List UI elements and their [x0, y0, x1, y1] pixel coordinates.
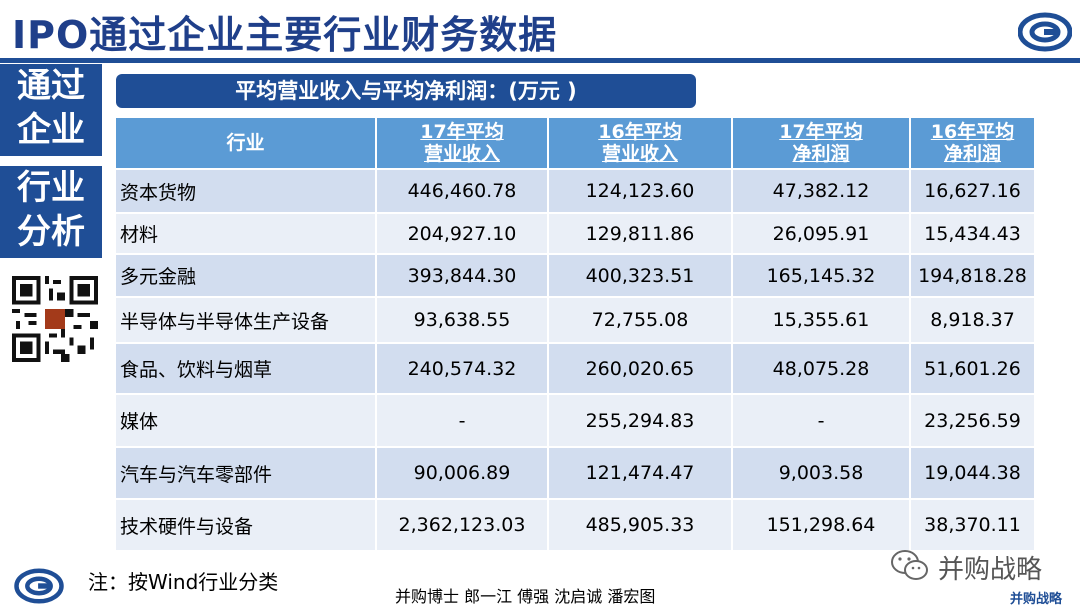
table-cell: 15,355.61	[733, 296, 911, 342]
table-cell: 15,434.43	[911, 212, 1034, 253]
page-title: IPO通过企业主要行业财务数据	[12, 13, 558, 57]
swirl-logo-icon	[1018, 12, 1072, 52]
sidebar-block-1: 通过企业	[0, 64, 102, 156]
table-subtitle: 平均营业收入与平均净利润：(万元 )	[116, 74, 696, 108]
table-cell: 446,460.78	[377, 168, 549, 212]
table-cell: 48,075.28	[733, 342, 911, 393]
table-header-row: 行业 17年平均营业收入 16年平均营业收入 17年平均净利润 16年平均净利润	[116, 118, 1034, 168]
table-cell: 194,818.28	[911, 253, 1034, 296]
column-header: 16年平均净利润	[911, 118, 1034, 168]
table-row: 汽车与汽车零部件 90,006.89 121,474.47 9,003.58 1…	[116, 446, 1034, 498]
column-header-label: 16年平均净利润	[930, 121, 1015, 165]
table-cell: 400,323.51	[549, 253, 733, 296]
industry-cell: 汽车与汽车零部件	[116, 446, 377, 498]
watermark-text: 并购战略	[938, 555, 1043, 585]
table-cell: 129,811.86	[549, 212, 733, 253]
table-row: 半导体与半导体生产设备 93,638.55 72,755.08 15,355.6…	[116, 296, 1034, 342]
table-cell: 47,382.12	[733, 168, 911, 212]
table-cell: 260,020.65	[549, 342, 733, 393]
column-header-label: 17年平均营业收入	[420, 121, 504, 165]
table-cell: 72,755.08	[549, 296, 733, 342]
authors-line: 并购博士 郎一江 傅强 沈启诚 潘宏图	[395, 587, 656, 606]
table-row: 多元金融 393,844.30 400,323.51 165,145.32 19…	[116, 253, 1034, 296]
table-row: 资本货物 446,460.78 124,123.60 47,382.12 16,…	[116, 168, 1034, 212]
table-cell: 90,006.89	[377, 446, 549, 498]
swirl-logo-icon	[14, 568, 64, 604]
table-cell: 19,044.38	[911, 446, 1034, 498]
sidebar-block-2: 行业分析	[0, 166, 102, 258]
table-cell: 38,370.11	[911, 498, 1034, 550]
industry-cell: 材料	[116, 212, 377, 253]
industry-cell: 食品、饮料与烟草	[116, 342, 377, 393]
table-row: 食品、饮料与烟草 240,574.32 260,020.65 48,075.28…	[116, 342, 1034, 393]
table-cell: 151,298.64	[733, 498, 911, 550]
table-cell: 23,256.59	[911, 393, 1034, 446]
table-cell: 26,095.91	[733, 212, 911, 253]
table-cell: 485,905.33	[549, 498, 733, 550]
table-row: 媒体 - 255,294.83 - 23,256.59	[116, 393, 1034, 446]
table-cell: 9,003.58	[733, 446, 911, 498]
column-header: 16年平均营业收入	[549, 118, 733, 168]
table-cell: 124,123.60	[549, 168, 733, 212]
table-cell: -	[377, 393, 549, 446]
column-header: 17年平均净利润	[733, 118, 911, 168]
watermark-small-text: 并购战略	[1010, 592, 1063, 607]
sidebar-block-2-label: 行业分析	[17, 168, 85, 252]
table-cell: 93,638.55	[377, 296, 549, 342]
column-header-label: 17年平均净利润	[779, 121, 863, 165]
industry-cell: 技术硬件与设备	[116, 498, 377, 550]
industry-cell: 媒体	[116, 393, 377, 446]
table-cell: 165,145.32	[733, 253, 911, 296]
table-cell: -	[733, 393, 911, 446]
table-cell: 393,844.30	[377, 253, 549, 296]
industry-cell: 半导体与半导体生产设备	[116, 296, 377, 342]
industry-cell: 资本货物	[116, 168, 377, 212]
industry-cell: 多元金融	[116, 253, 377, 296]
table-cell: 8,918.37	[911, 296, 1034, 342]
table-cell: 204,927.10	[377, 212, 549, 253]
wechat-icon	[891, 550, 928, 580]
column-header-label: 16年平均营业收入	[598, 121, 682, 165]
column-header: 行业	[116, 118, 377, 168]
qr-code-icon	[12, 276, 98, 362]
table-row: 技术硬件与设备 2,362,123.03 485,905.33 151,298.…	[116, 498, 1034, 550]
sidebar-block-1-label: 通过企业	[17, 66, 85, 150]
table-cell: 2,362,123.03	[377, 498, 549, 550]
table-cell: 121,474.47	[549, 446, 733, 498]
column-header: 17年平均营业收入	[377, 118, 549, 168]
financial-data-table: 行业 17年平均营业收入 16年平均营业收入 17年平均净利润 16年平均净利润…	[116, 118, 1034, 550]
table-cell: 240,574.32	[377, 342, 549, 393]
table-cell: 51,601.26	[911, 342, 1034, 393]
table-cell: 255,294.83	[549, 393, 733, 446]
header-rule	[0, 58, 1080, 63]
footnote: 注：按Wind行业分类	[88, 570, 279, 594]
table-cell: 16,627.16	[911, 168, 1034, 212]
table-row: 材料 204,927.10 129,811.86 26,095.91 15,43…	[116, 212, 1034, 253]
